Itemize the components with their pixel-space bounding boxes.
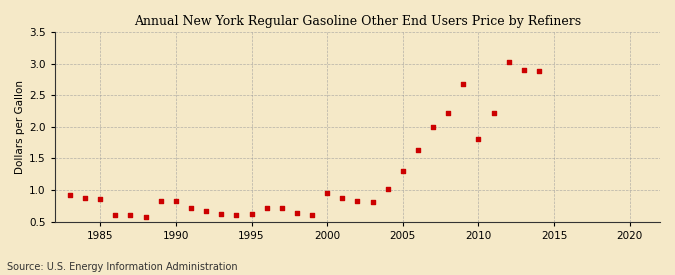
Point — [412, 147, 423, 152]
Point — [95, 197, 105, 201]
Point — [200, 209, 211, 213]
Point — [488, 111, 499, 115]
Point — [322, 190, 333, 195]
Point — [398, 169, 408, 173]
Point — [231, 213, 242, 218]
Point — [261, 206, 272, 211]
Point — [428, 125, 439, 129]
Point — [292, 211, 302, 216]
Point — [216, 212, 227, 216]
Point — [125, 213, 136, 218]
Point — [65, 192, 76, 197]
Point — [155, 199, 166, 204]
Point — [337, 196, 348, 200]
Point — [171, 199, 182, 203]
Point — [352, 199, 362, 203]
Point — [533, 69, 544, 73]
Point — [473, 137, 484, 142]
Title: Annual New York Regular Gasoline Other End Users Price by Refiners: Annual New York Regular Gasoline Other E… — [134, 15, 581, 28]
Point — [306, 213, 317, 217]
Point — [443, 111, 454, 115]
Point — [246, 212, 257, 216]
Point — [140, 214, 151, 219]
Text: Source: U.S. Energy Information Administration: Source: U.S. Energy Information Administ… — [7, 262, 238, 272]
Point — [276, 206, 287, 210]
Point — [382, 187, 393, 192]
Point — [518, 68, 529, 72]
Point — [110, 213, 121, 218]
Point — [367, 200, 378, 204]
Y-axis label: Dollars per Gallon: Dollars per Gallon — [15, 80, 25, 174]
Point — [458, 82, 468, 87]
Point — [186, 206, 196, 210]
Point — [504, 59, 514, 64]
Point — [80, 196, 90, 200]
